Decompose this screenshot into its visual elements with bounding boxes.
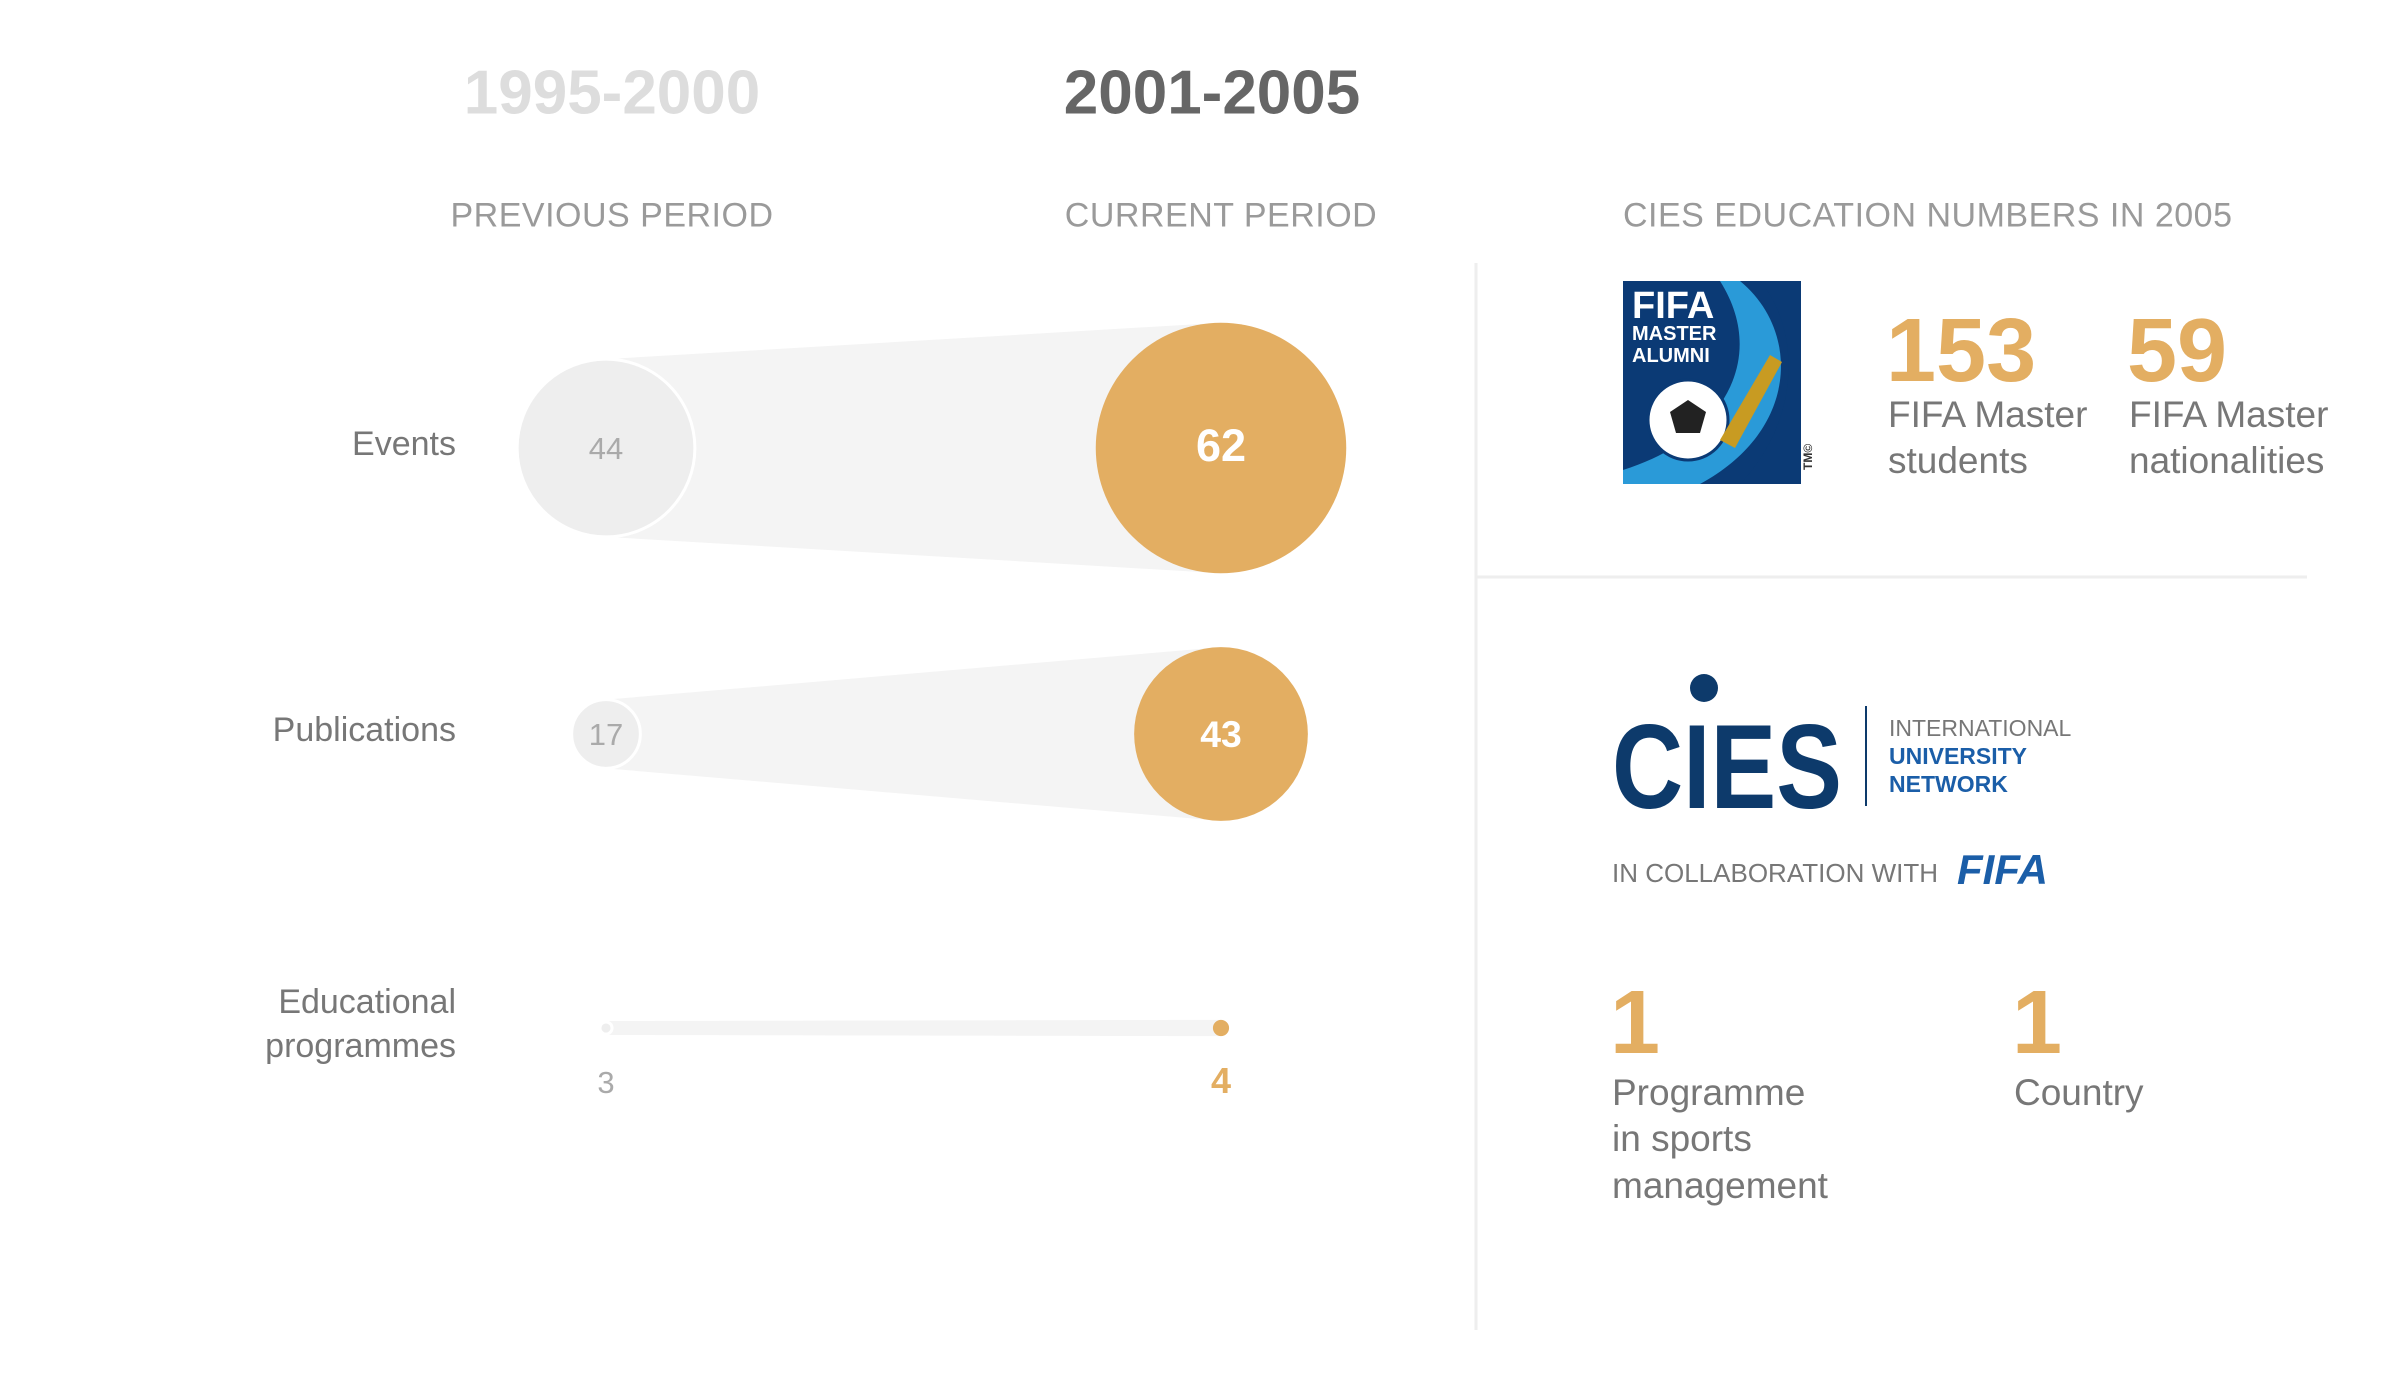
- current-value: 62: [1196, 420, 1246, 471]
- band: [606, 322, 1221, 574]
- logo-text: INTERNATIONAL: [1889, 715, 2072, 741]
- current-bubble: [1134, 647, 1308, 821]
- stat-value: 59: [2127, 301, 2228, 401]
- previous-value: 44: [589, 431, 623, 466]
- stat-label: FIFA Master nationalities: [2129, 394, 2329, 482]
- stat-value: 153: [1886, 301, 2037, 401]
- metric-label: Publications: [272, 710, 456, 749]
- band: [606, 1019, 1221, 1037]
- logo-text: NETWORK: [1889, 771, 2008, 797]
- logo-text: UNIVERSITY: [1889, 743, 2027, 769]
- stat-value: 1: [2012, 973, 2063, 1073]
- logo-text: FIFA: [1957, 846, 2048, 893]
- logo-text: ALUMNI: [1632, 345, 1710, 367]
- stat-label: FIFA Master students: [1888, 394, 2088, 482]
- logo-text: IN COLLABORATION WITH: [1612, 858, 1938, 888]
- current-years: 2001-2005: [1063, 58, 1361, 128]
- stat-label: Country: [2014, 1072, 2144, 1113]
- logo-text: FIFA: [1632, 285, 1714, 327]
- metric-label: Events: [352, 424, 456, 463]
- stat-label: Programme in sports management: [1612, 1072, 1828, 1206]
- previous-bubble: [570, 698, 642, 770]
- current-value: 4: [1211, 1060, 1231, 1101]
- logo-text: TM©: [1801, 444, 1815, 470]
- network-logo: CIES INTERNATIONAL UNIVERSITY NETWORK IN…: [1612, 674, 2072, 893]
- previous-value: 3: [597, 1065, 614, 1100]
- alumni-logo: FIFA MASTER ALUMNI TM©: [1623, 281, 1815, 484]
- current-label: CURRENT PERIOD: [1064, 196, 1378, 235]
- logo-text: CIES: [1612, 700, 1842, 834]
- current-bubble: [1212, 1019, 1230, 1037]
- previous-years: 1995-2000: [463, 58, 761, 128]
- previous-value: 17: [589, 717, 623, 752]
- current-value: 43: [1200, 713, 1242, 755]
- previous-label: PREVIOUS PERIOD: [450, 196, 774, 235]
- previous-bubble: [598, 1020, 614, 1036]
- metric-label: Educational programmes: [265, 982, 456, 1065]
- stat-value: 1: [1610, 973, 1661, 1073]
- current-bubble: [1095, 322, 1347, 574]
- section-title: CIES EDUCATION NUMBERS IN 2005: [1623, 196, 2233, 235]
- previous-bubble: [515, 357, 697, 539]
- band: [606, 647, 1221, 821]
- logo-text: MASTER: [1632, 323, 1717, 345]
